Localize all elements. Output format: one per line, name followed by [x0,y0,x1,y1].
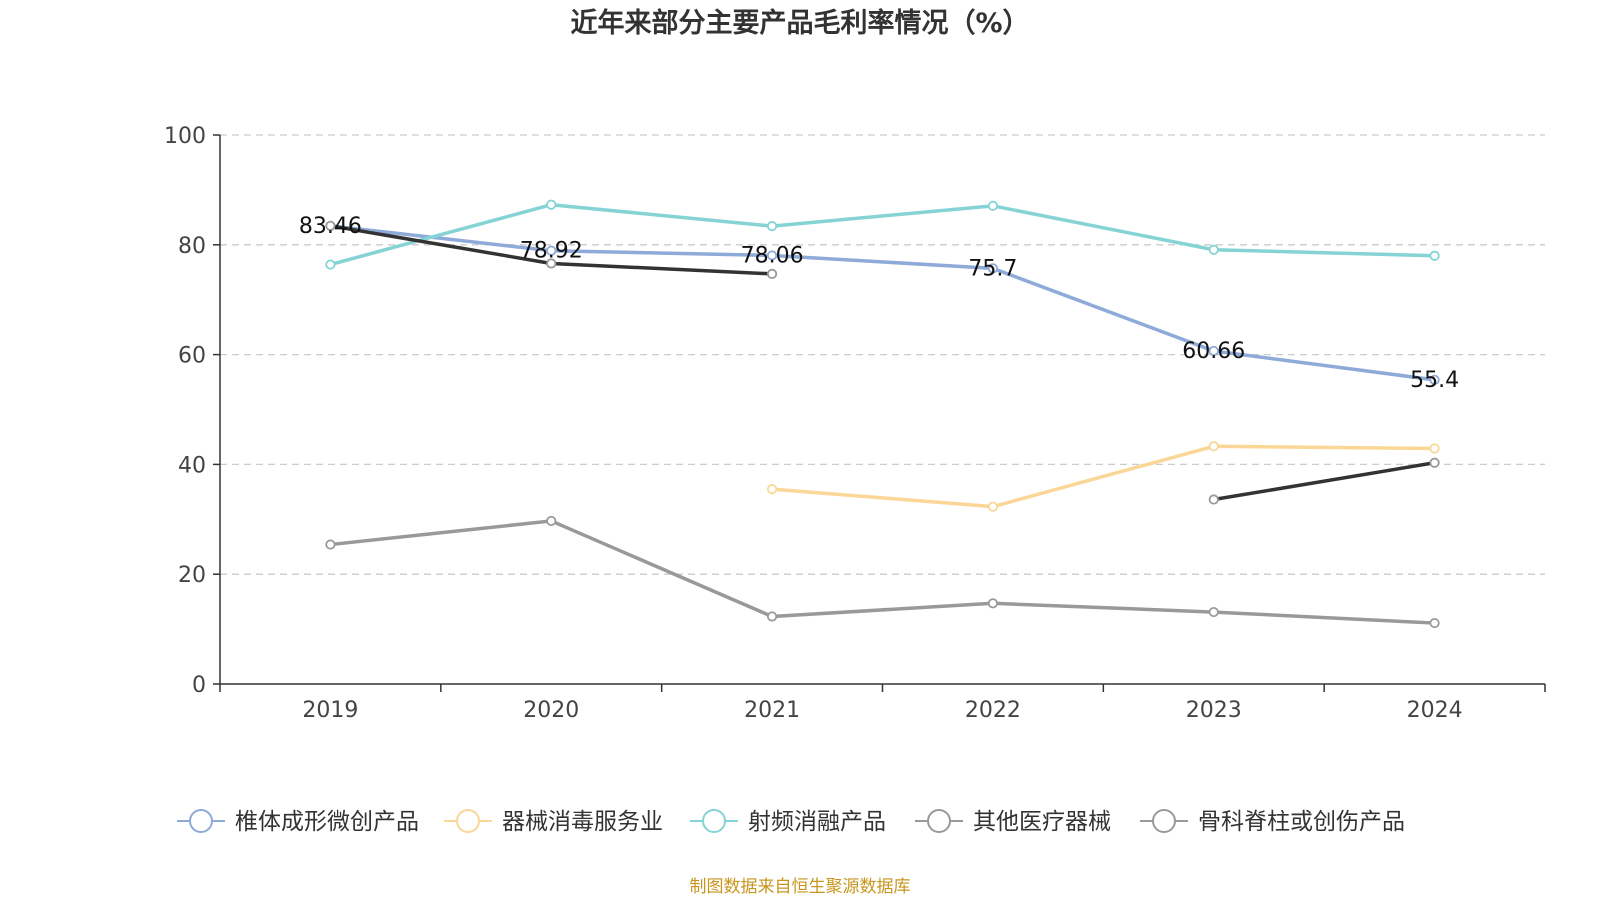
series-line-2-segment-0 [328,202,1437,267]
data-point-s3-2022 [987,598,999,609]
legend-item-3[interactable]: 其他医疗器械 [915,809,1111,835]
legend-item-0[interactable]: 椎体成形微创产品 [177,809,419,835]
legend-item-4[interactable]: 骨科脊柱或创伤产品 [1140,809,1405,835]
data-label-2021: 78.06 [741,243,804,268]
data-point-s4-2020 [546,258,557,269]
data-point-s3-2023 [1208,606,1219,618]
data-point-s0-2020 [546,245,557,256]
y-tick-label: 100 [164,124,206,149]
y-tick-label: 20 [178,563,206,588]
x-tick-label-2020: 2020 [523,698,579,723]
data-point-s0-2021 [766,250,778,261]
data-point-s3-2024 [1429,617,1440,629]
legend-label: 其他医疗器械 [973,809,1111,835]
source-note: 制图数据来自恒生聚源数据库 [690,877,911,897]
series-line-3-segment-0 [328,519,1437,625]
y-tick-label: 80 [178,234,206,259]
series-line-4-segment-1 [1212,461,1437,502]
chart-title: 近年来部分主要产品毛利率情况（%） [570,7,1029,39]
series-lines [328,202,1437,625]
data-label-2023: 60.66 [1182,339,1245,364]
legend-label: 射频消融产品 [748,809,886,835]
data-point-s4-2019 [325,220,336,231]
legend-circle-icon [189,809,213,833]
series-points [325,199,1440,629]
legend-circle-icon [456,809,480,833]
legend-circle-icon [702,809,726,833]
x-tick-label-2024: 2024 [1407,698,1463,723]
data-point-s1-2022 [987,501,999,512]
x-tick-label-2021: 2021 [744,698,800,723]
legend-label: 器械消毒服务业 [502,809,663,835]
y-tick-label: 40 [178,453,206,478]
data-point-s0-2024 [1429,374,1440,385]
data-point-s3-2021 [766,611,778,622]
data-point-s0-2022 [987,263,999,274]
data-point-s2-2023 [1208,244,1219,255]
data-point-s2-2021 [766,221,778,232]
series-line-0-segment-0 [328,224,1437,382]
data-point-s1-2023 [1208,441,1219,452]
data-label-2022: 75.7 [968,256,1017,281]
data-point-s0-2023 [1208,345,1219,357]
data-point-s4-2023 [1208,494,1219,505]
data-point-s3-2019 [325,539,336,550]
data-label-2020: 78.92 [520,239,583,264]
data-point-s2-2022 [987,200,999,211]
y-tick-label: 60 [178,344,206,369]
data-point-s2-2024 [1429,250,1440,261]
legend: 椎体成形微创产品 器械消毒服务业 射频消融产品 其他医疗器械 骨科脊柱或创伤产品 [177,809,1405,835]
legend-circle-icon [1152,809,1176,833]
legend-label: 骨科脊柱或创伤产品 [1198,809,1405,835]
data-point-s4-2024 [1429,457,1440,468]
data-point-s4-2021 [766,268,778,279]
data-labels: 83.46 78.92 78.06 75.7 60.66 55.4 [299,214,1459,393]
data-point-s2-2019 [325,259,336,270]
series-line-1-segment-0 [770,444,1437,509]
axes: 0 20 40 60 80 100 2019 2020 2021 2022 2023 2024 [164,124,1546,723]
legend-label: 椎体成形微创产品 [235,809,419,835]
data-point-s1-2024 [1429,443,1440,454]
data-point-s3-2020 [546,515,557,527]
x-tick-label-2022: 2022 [965,698,1021,723]
data-label-2024: 55.4 [1410,368,1459,393]
legend-item-2[interactable]: 射频消融产品 [690,809,886,835]
y-tick-label: 0 [192,673,206,698]
legend-item-1[interactable]: 器械消毒服务业 [444,809,663,835]
data-label-2019: 83.46 [299,214,362,239]
legend-circle-icon [927,809,951,833]
x-tick-label-2023: 2023 [1186,698,1242,723]
x-tick-label-2019: 2019 [302,698,358,723]
data-point-s1-2021 [766,484,778,495]
data-point-s2-2020 [546,199,557,210]
grid-lines [220,134,1545,575]
